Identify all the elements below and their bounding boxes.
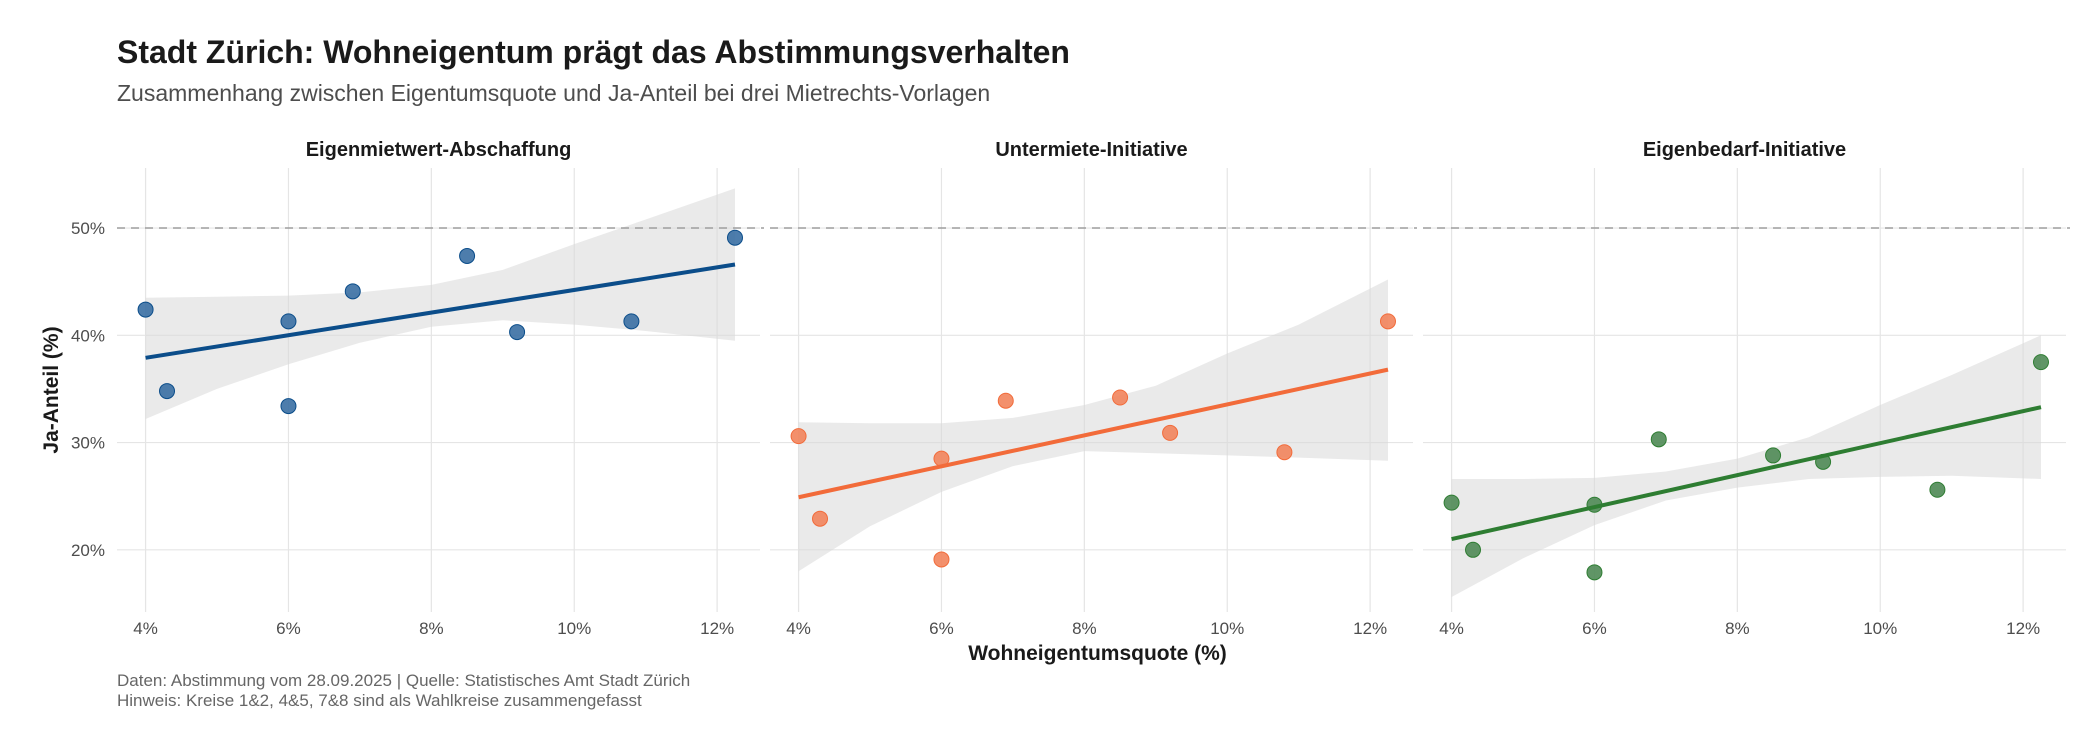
regression-line bbox=[798, 367, 1389, 500]
caption-note: Hinweis: Kreise 1&2, 4&5, 7&8 sind als W… bbox=[117, 691, 642, 710]
x-tick-label: 10% bbox=[1210, 619, 1244, 638]
confidence-band bbox=[1451, 335, 2041, 597]
data-point bbox=[1929, 481, 1946, 498]
x-tick-label: 8% bbox=[419, 619, 444, 638]
data-point bbox=[280, 398, 297, 415]
data-point bbox=[1765, 447, 1782, 464]
data-point bbox=[1162, 424, 1179, 441]
y-tick-label: 30% bbox=[71, 434, 105, 453]
data-point bbox=[1443, 494, 1460, 511]
data-point bbox=[280, 313, 297, 330]
data-point bbox=[1112, 389, 1129, 406]
y-tick-label: 20% bbox=[71, 541, 105, 560]
y-tick-label: 40% bbox=[71, 326, 105, 345]
data-point bbox=[933, 551, 950, 568]
x-tick-label: 10% bbox=[1863, 619, 1897, 638]
data-point bbox=[1650, 431, 1667, 448]
data-point bbox=[344, 283, 361, 300]
x-tick-label: 6% bbox=[929, 619, 954, 638]
x-tick-label: 8% bbox=[1072, 619, 1097, 638]
data-point bbox=[726, 229, 743, 246]
data-point bbox=[790, 428, 807, 445]
data-point bbox=[1379, 313, 1396, 330]
data-point bbox=[159, 383, 176, 400]
x-tick-label: 10% bbox=[557, 619, 591, 638]
facet-panel-2: Untermiete-Initiative 4% 6% 8% 10% 12% bbox=[770, 139, 1417, 638]
x-tick-label: 6% bbox=[1582, 619, 1607, 638]
x-tick-label: 8% bbox=[1725, 619, 1750, 638]
chart-title: Stadt Zürich: Wohneigentum prägt das Abs… bbox=[117, 34, 1070, 70]
regression-line bbox=[1451, 405, 2042, 542]
facet-title: Eigenmietwert-Abschaffung bbox=[306, 139, 572, 161]
confidence-band bbox=[798, 279, 1388, 572]
data-point bbox=[1586, 564, 1603, 581]
x-tick-label: 6% bbox=[276, 619, 301, 638]
x-axis-title: Wohneigentumsquote (%) bbox=[968, 642, 1227, 665]
chart-subtitle: Zusammenhang zwischen Eigentumsquote und… bbox=[117, 80, 991, 106]
y-axis-title: Ja-Anteil (%) bbox=[40, 326, 63, 453]
data-point bbox=[1465, 541, 1482, 558]
facet-title: Untermiete-Initiative bbox=[995, 139, 1187, 161]
data-point bbox=[997, 392, 1014, 409]
x-tick-label: 12% bbox=[1353, 619, 1387, 638]
x-tick-label: 4% bbox=[1439, 619, 1464, 638]
data-point bbox=[459, 247, 476, 264]
data-point bbox=[137, 301, 154, 318]
x-tick-label: 12% bbox=[700, 619, 734, 638]
data-point bbox=[623, 313, 640, 330]
data-point bbox=[1276, 444, 1293, 461]
data-point bbox=[509, 324, 526, 341]
caption-source: Daten: Abstimmung vom 28.09.2025 | Quell… bbox=[117, 671, 691, 690]
data-point bbox=[812, 510, 829, 527]
data-point bbox=[2032, 354, 2049, 371]
x-tick-label: 12% bbox=[2006, 619, 2040, 638]
facet-title: Eigenbedarf-Initiative bbox=[1643, 139, 1846, 161]
facet-panel-3: Eigenbedarf-Initiative 4% 6% 8% 10% 12% bbox=[1423, 139, 2070, 638]
x-tick-label: 4% bbox=[133, 619, 158, 638]
y-tick-label: 50% bbox=[71, 219, 105, 238]
facet-panel-1: Eigenmietwert-Abschaffung 4% 6% 8% 10% 12% bbox=[117, 139, 764, 638]
x-tick-label: 4% bbox=[786, 619, 811, 638]
regression-line bbox=[145, 262, 736, 360]
confidence-band bbox=[145, 188, 736, 419]
